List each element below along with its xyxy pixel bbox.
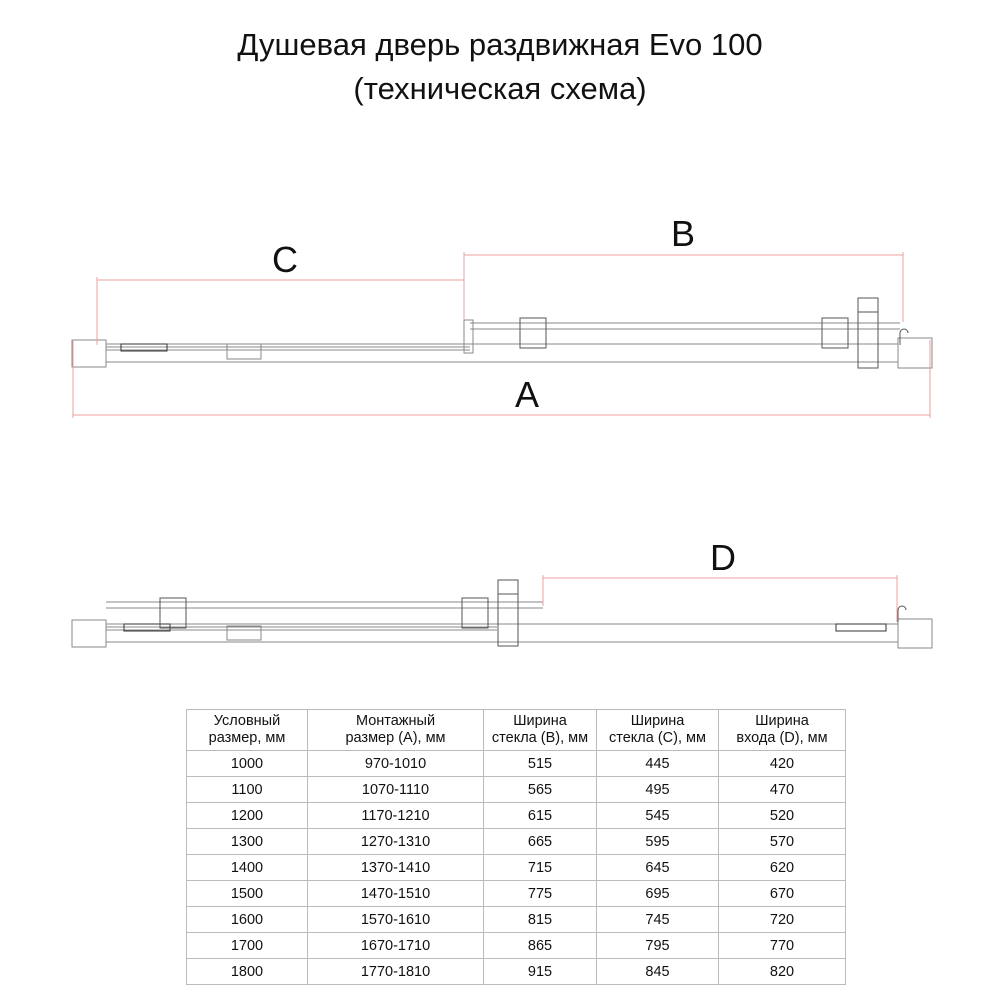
table-cell: 1200 [186,802,308,829]
table-cell: 1100 [186,776,308,803]
table-cell: 570 [718,828,846,855]
table-cell: 1800 [186,958,308,985]
table-cell: 1270-1310 [307,828,484,855]
glass-end-profile [463,319,474,354]
table-cell: 1500 [186,880,308,907]
table-cell: 1400 [186,854,308,881]
table-cell: 470 [718,776,846,803]
handle [226,343,262,360]
table-cell: 815 [483,906,597,933]
table-cell: 615 [483,802,597,829]
hook [897,605,907,622]
table-cell: 545 [596,802,719,829]
roller [821,317,849,349]
table-row: 1300 1270-1310 665 595 570 [186,828,846,855]
table-cell: 775 [483,880,597,907]
table-row: 1600 1570-1610 815 745 720 [186,906,846,933]
header-line: стекла (C), мм [609,730,706,746]
column-header: Ширина стекла (B), мм [483,709,597,751]
table-cell: 1070-1110 [307,776,484,803]
column-header: Ширина стекла (C), мм [596,709,719,751]
table-row: 1500 1470-1510 775 695 670 [186,880,846,907]
left-wall-profile [71,619,107,648]
diagram-title: Душевая дверь раздвижная Evo 100 [237,27,763,62]
dimension-lines [72,252,931,418]
table-cell: 670 [718,880,846,907]
header-line: Ширина [630,713,685,729]
table-row: 1800 1770-1810 915 845 820 [186,958,846,985]
table-cell: 820 [718,958,846,985]
table-row: 1700 1670-1710 865 795 770 [186,932,846,959]
table-cell: 495 [596,776,719,803]
right-wall-profile [897,337,933,369]
left-wall-profile [71,339,107,368]
table-cell: 565 [483,776,597,803]
table-cell: 715 [483,854,597,881]
table-cell: 620 [718,854,846,881]
table-cell: 420 [718,750,846,777]
dimension-label-a: A [514,374,540,415]
technical-drawing [71,252,933,649]
header-line: размер (A), мм [345,730,446,746]
header-line: Монтажный [355,713,436,729]
table-cell: 770 [718,932,846,959]
seal [835,623,887,632]
header-line: Условный [213,713,281,729]
stabilizer-bar [857,297,879,369]
table-cell: 520 [718,802,846,829]
bottom-view [71,579,933,649]
header-line: Ширина [513,713,567,729]
table-cell: 1670-1710 [307,932,484,959]
table-cell: 1600 [186,906,308,933]
table-cell: 695 [596,880,719,907]
size-table: Условный размер, мм Монтажный размер (A), м… [186,709,846,985]
table-cell: 845 [596,958,719,985]
stabilizer-bar [497,579,519,647]
dimension-label-c: C [272,239,298,280]
table-cell: 915 [483,958,597,985]
table-cell: 970-1010 [307,750,484,777]
top-view [71,297,933,369]
roller [159,597,187,629]
table-cell: 1700 [186,932,308,959]
roller [461,597,489,629]
dimension-label-d: D [710,537,736,578]
table-row: 1000 970-1010 515 445 420 [186,750,846,777]
table-cell: 1300 [186,828,308,855]
diagram-subtitle: (техническая схема) [353,71,647,106]
roller [519,317,547,349]
table-cell: 645 [596,854,719,881]
header-line: Ширина [755,713,809,729]
column-header: Ширина входа (D), мм [718,709,846,751]
column-header: Условный размер, мм [186,709,308,751]
table-cell: 445 [596,750,719,777]
header-line: стекла (B), мм [491,730,589,746]
stabilizer-cap [857,297,879,313]
table-cell: 795 [596,932,719,959]
hook [899,328,909,345]
table-cell: 865 [483,932,597,959]
table-row: 1200 1170-1210 615 545 520 [186,802,846,829]
table-cell: 745 [596,906,719,933]
table-cell: 595 [596,828,719,855]
right-wall-profile [897,618,933,649]
table-row: 1400 1370-1410 715 645 620 [186,854,846,881]
header-line: размер, мм [208,730,286,746]
table-cell: 1470-1510 [307,880,484,907]
table-cell: 1000 [186,750,308,777]
table-cell: 665 [483,828,597,855]
table-row: 1100 1070-1110 565 495 470 [186,776,846,803]
table-cell: 515 [483,750,597,777]
header-line: входа (D), мм [736,730,828,746]
stabilizer-cap [497,579,519,595]
table-cell: 1570-1610 [307,906,484,933]
table-cell: 1370-1410 [307,854,484,881]
table-cell: 720 [718,906,846,933]
dimension-label-b: B [670,213,696,254]
handle [226,625,262,641]
column-header: Монтажный размер (A), мм [307,709,484,751]
table-cell: 1170-1210 [307,802,484,829]
table-cell: 1770-1810 [307,958,484,985]
seal [120,343,168,352]
